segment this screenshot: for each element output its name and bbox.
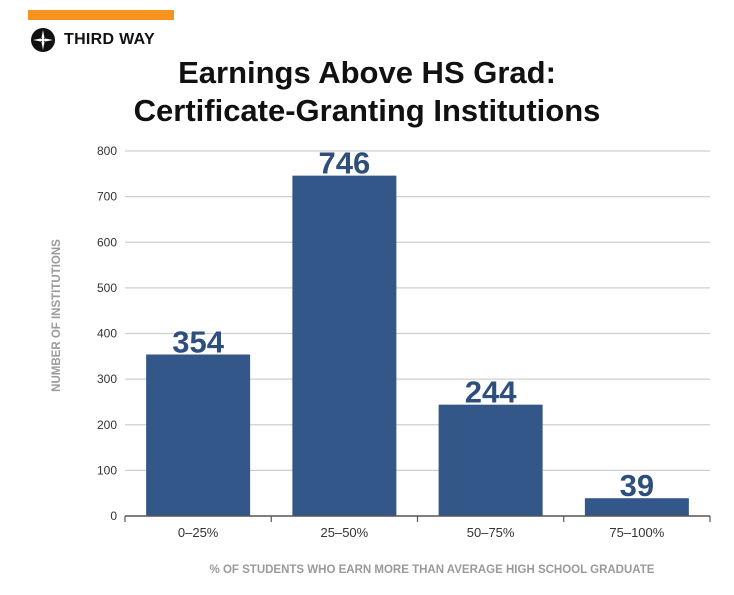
chart-title: Earnings Above HS Grad: Certificate-Gran…: [0, 54, 734, 130]
y-tick-label: 200: [97, 418, 117, 432]
y-tick-label: 0: [110, 509, 117, 523]
y-tick-label: 500: [97, 281, 117, 295]
x-category-label: 50–75%: [467, 525, 515, 540]
x-category-label: 0–25%: [178, 525, 219, 540]
bar-data-label: 39: [620, 468, 654, 503]
x-category-label: 75–100%: [609, 525, 664, 540]
bar-data-label: 354: [172, 324, 224, 359]
brand-name: THIRD WAY: [64, 31, 156, 48]
y-tick-label: 100: [97, 463, 117, 477]
bar-data-label: 244: [465, 375, 517, 410]
bar: [292, 175, 397, 516]
chart-title-line-2: Certificate-Granting Institutions: [133, 93, 601, 128]
y-tick-label: 600: [97, 235, 117, 249]
x-category-label: 25–50%: [321, 525, 369, 540]
chart-title-line-1: Earnings Above HS Grad:: [178, 55, 556, 90]
y-axis-title: NUMBER OF INSTITUTIONS: [51, 239, 63, 392]
y-tick-label: 800: [97, 144, 117, 158]
y-tick-label: 700: [97, 190, 117, 204]
bars: 354 746 244 39: [146, 146, 689, 516]
bar: [438, 404, 543, 516]
x-axis-title: % OF STUDENTS WHO EARN MORE THAN AVERAGE…: [210, 564, 655, 576]
accent-bar: [28, 10, 174, 20]
bar: [146, 354, 251, 516]
compass-star-icon: [31, 28, 55, 52]
bar-data-label: 746: [319, 146, 371, 181]
x-axis-ticks: 0–25% 25–50% 50–75% 75–100%: [124, 516, 711, 540]
y-tick-label: 400: [97, 327, 117, 341]
y-tick-label: 300: [97, 372, 117, 386]
brand: THIRD WAY: [30, 27, 155, 53]
y-axis-ticks: 0 100 200 300 400 500 600 700 800: [97, 144, 117, 523]
bar: [584, 498, 689, 516]
